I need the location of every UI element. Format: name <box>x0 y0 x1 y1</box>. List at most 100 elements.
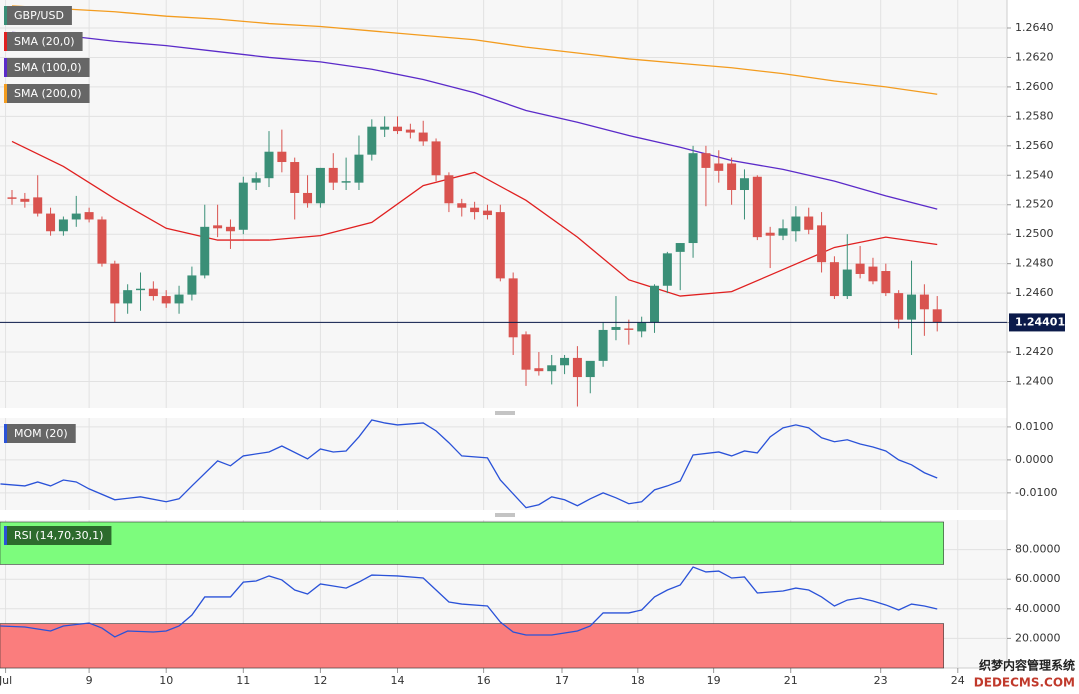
candle-body <box>560 357 570 366</box>
x-tick-label: 10 <box>159 674 173 687</box>
legend-label: SMA (100,0) <box>14 61 82 74</box>
momentum-panel <box>0 418 1007 510</box>
legend-label: RSI (14,70,30,1) <box>14 529 103 542</box>
candle-body <box>894 293 904 320</box>
indicator-line <box>11 5 938 95</box>
y-tick-label: 1.2540 <box>1015 168 1054 181</box>
last-price-box <box>1009 313 1065 332</box>
candle-body <box>727 163 737 191</box>
candle-body <box>251 178 261 183</box>
candle-body <box>46 213 56 232</box>
candle-body <box>907 294 917 320</box>
candle-body <box>547 365 557 372</box>
candle-body <box>97 219 107 264</box>
candle-body <box>290 162 300 193</box>
candle-body <box>842 269 852 297</box>
x-tick-label: 9 <box>86 674 93 687</box>
candle-body <box>495 212 505 279</box>
x-tick-label: Jul <box>0 674 12 687</box>
candle-body <box>277 151 287 163</box>
candle-body <box>354 154 364 183</box>
candle-body <box>829 262 839 297</box>
y-tick-label: 0.0100 <box>1015 420 1054 433</box>
legend-item: RSI (14,70,30,1) <box>4 526 112 545</box>
candle-body <box>585 360 595 378</box>
legend-box <box>4 84 90 103</box>
x-tick-label: 19 <box>707 674 721 687</box>
candle-body <box>200 226 210 276</box>
candle-body <box>714 163 724 171</box>
candle-body <box>303 192 313 204</box>
candle-body <box>650 285 660 323</box>
candle-body <box>739 178 749 191</box>
indicator-line <box>11 31 938 210</box>
legend-label: SMA (200,0) <box>14 87 82 100</box>
candle-body <box>123 290 133 304</box>
candle-body <box>367 126 377 155</box>
candle-body <box>932 309 942 323</box>
candle-body <box>688 153 698 244</box>
y-tick-label: 1.2580 <box>1015 109 1054 122</box>
candle-body <box>881 271 891 294</box>
candle-body <box>33 197 43 214</box>
y-tick-label: 60.0000 <box>1015 572 1061 585</box>
candle-body <box>431 141 441 176</box>
x-tick-label: 16 <box>477 674 491 687</box>
legend-item: SMA (200,0) <box>4 84 90 103</box>
indicator-line <box>0 566 938 638</box>
price-panel <box>0 0 1007 408</box>
y-tick-label: 1.2600 <box>1015 80 1054 93</box>
legend-swatch <box>4 58 7 77</box>
x-tick-label: 23 <box>874 674 888 687</box>
candle-body <box>778 228 788 236</box>
x-tick-label: 17 <box>555 674 569 687</box>
overbought-zone <box>0 521 944 565</box>
candle-body <box>84 212 94 220</box>
y-tick-label: 1.2420 <box>1015 345 1054 358</box>
y-tick-label: -0.0100 <box>1015 486 1057 499</box>
y-tick-label: 1.2500 <box>1015 227 1054 240</box>
x-tick-label: 24 <box>951 674 965 687</box>
legend-item: SMA (20,0) <box>4 32 83 51</box>
x-tick-label: 12 <box>313 674 327 687</box>
candle-body <box>701 153 711 168</box>
candle-body <box>418 132 428 142</box>
candle-body <box>380 126 390 130</box>
x-tick-label: 11 <box>236 674 250 687</box>
candle-body <box>868 266 878 282</box>
candle-body <box>624 328 634 330</box>
legend-label: SMA (20,0) <box>14 35 75 48</box>
legend-swatch <box>4 424 7 443</box>
legend-box <box>4 424 76 443</box>
y-tick-label: 80.0000 <box>1015 543 1061 556</box>
candle-body <box>264 151 274 179</box>
candle-body <box>213 225 223 229</box>
candle-body <box>225 226 235 232</box>
y-tick-label: 1.2520 <box>1015 198 1054 211</box>
y-tick-label: 40.0000 <box>1015 602 1061 615</box>
candle-body <box>393 126 403 132</box>
oversold-zone <box>0 623 944 669</box>
panel-grip[interactable] <box>495 513 515 517</box>
candle-body <box>804 216 814 230</box>
legend-swatch <box>4 32 7 51</box>
candle-body <box>161 296 171 304</box>
legend-swatch <box>4 526 7 545</box>
candle-body <box>817 225 827 263</box>
candle-body <box>572 357 582 378</box>
candle-body <box>675 243 685 252</box>
candle-body <box>341 181 351 183</box>
candle-body <box>444 175 454 204</box>
legend-box <box>4 526 112 545</box>
candle-body <box>521 334 531 370</box>
x-tick-label: 14 <box>391 674 405 687</box>
legend-swatch <box>4 6 7 25</box>
indicator-line <box>0 419 938 509</box>
panel-grip[interactable] <box>495 411 515 415</box>
candle-body <box>174 294 184 304</box>
watermark: 织梦内容管理系统 <box>979 658 1075 673</box>
candle-body <box>238 182 248 230</box>
candle-body <box>457 203 467 208</box>
y-tick-label: 1.2560 <box>1015 139 1054 152</box>
